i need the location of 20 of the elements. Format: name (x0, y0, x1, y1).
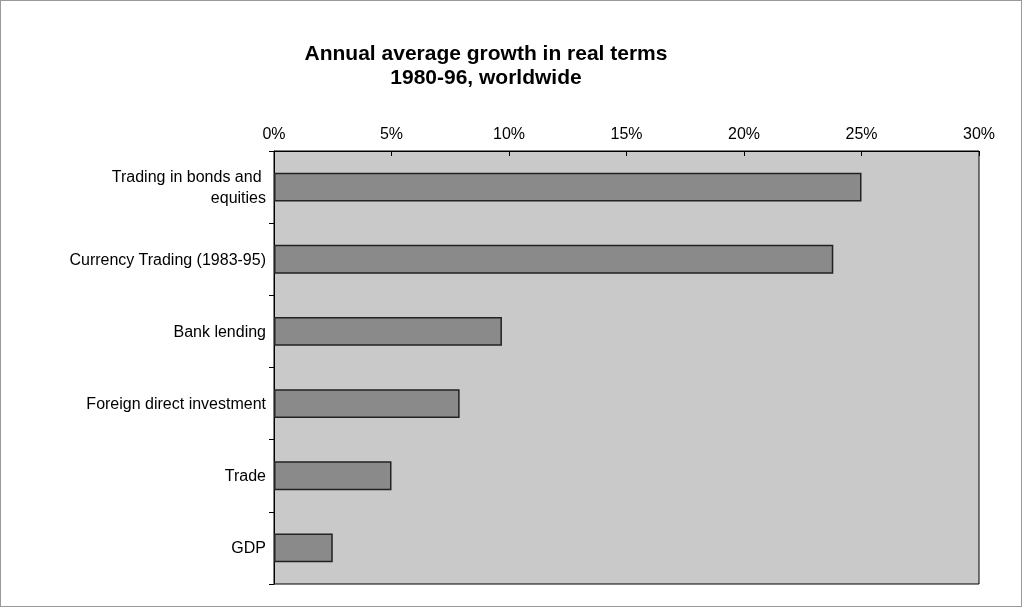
bar (274, 389, 460, 419)
y-tick-label: Foreign direct investment (86, 395, 267, 413)
bar (274, 461, 392, 491)
y-tick-label: Trading in bonds and equities (111, 168, 266, 207)
x-tick-label: 15% (610, 124, 643, 142)
y-tick-label: Bank lending (173, 322, 266, 340)
bar (274, 316, 502, 346)
bar (274, 533, 333, 563)
y-tick-label: Trade (224, 467, 267, 485)
chart-title: Annual average growth in real terms 1980-96, worldwide (304, 40, 668, 88)
x-tick-label: 20% (727, 124, 761, 142)
x-tick-label: 25% (845, 124, 878, 142)
x-tick-label: 30% (962, 124, 996, 142)
x-tick-label: 0% (262, 124, 286, 142)
bar (274, 172, 862, 202)
y-tick-label: Currency Trading (1983-95) (69, 250, 266, 268)
x-tick-label: 5% (379, 124, 404, 142)
y-tick-label: GDP (231, 539, 266, 557)
x-tick-label: 10% (492, 124, 526, 142)
bar (274, 244, 834, 274)
